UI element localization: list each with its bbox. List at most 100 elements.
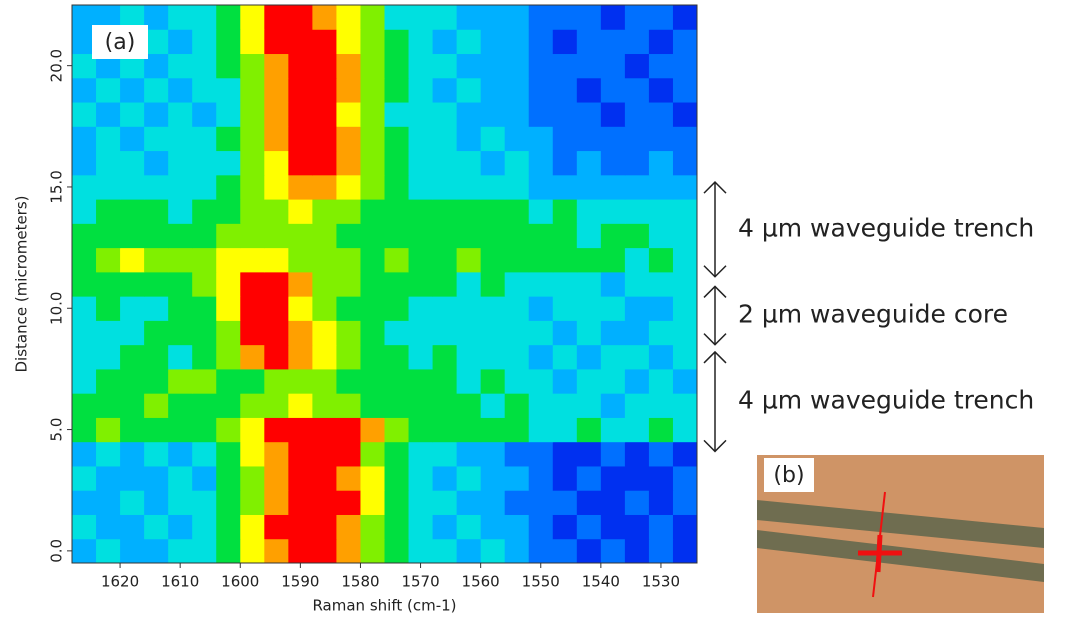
heatmap-cell (288, 29, 313, 55)
heatmap-cell (432, 441, 458, 467)
heatmap-cell (504, 320, 530, 346)
heatmap-cell (96, 320, 121, 346)
heatmap-cell (576, 102, 602, 127)
heatmap-cell (600, 174, 626, 200)
heatmap-cell (528, 538, 554, 564)
heatmap-cell (552, 5, 578, 30)
heatmap-cell (360, 344, 385, 370)
heatmap-cell (600, 223, 626, 249)
heatmap-cell (408, 126, 434, 152)
x-tick-label: 1560 (462, 573, 500, 591)
heatmap-cell (456, 368, 482, 394)
heatmap-cell (72, 223, 97, 249)
heatmap-cell (648, 368, 674, 394)
heatmap-cell (672, 102, 698, 127)
heatmap-cell (240, 320, 265, 346)
heatmap-cell (192, 150, 217, 176)
heatmap-cell (168, 126, 193, 152)
heatmap-cell (192, 271, 217, 297)
heatmap-cell (360, 465, 385, 491)
heatmap-cell (408, 368, 434, 394)
heatmap-cell (624, 126, 650, 152)
annotation: 2 µm waveguide core (738, 300, 1008, 329)
heatmap-cell (168, 150, 193, 176)
heatmap-cell (312, 368, 337, 394)
heatmap-cell (600, 247, 626, 273)
heatmap-cell (384, 199, 410, 224)
heatmap-cell (480, 174, 506, 200)
heatmap-cell (600, 296, 626, 321)
heatmap-cell (360, 271, 385, 297)
plot: 1620 1610 1600 1590 1580 1570 1560 1550 1540 1530… (13, 4, 1034, 615)
heatmap-cell (624, 247, 650, 273)
heatmap-cell (552, 150, 578, 176)
heatmap-cell (408, 514, 434, 540)
heatmap-cell (552, 223, 578, 249)
heatmap-cell (288, 53, 313, 79)
heatmap-cell (264, 150, 289, 176)
heatmap-cell (312, 417, 337, 443)
heatmap-cell (480, 538, 506, 564)
heatmap-cell (336, 77, 361, 103)
heatmap-cell (528, 393, 554, 418)
heatmap-cell (144, 538, 169, 564)
heatmap-cell (528, 465, 554, 491)
heatmap-cell (672, 247, 698, 273)
heatmap-cell (624, 271, 650, 297)
heatmap-cell (144, 126, 169, 152)
heatmap-cell (624, 77, 650, 103)
heatmap-cell (672, 174, 698, 200)
heatmap-cell (168, 393, 193, 418)
heatmap-cell (576, 247, 602, 273)
heatmap-cell (600, 344, 626, 370)
heatmap-cell (624, 368, 650, 394)
heatmap-cell (240, 199, 265, 224)
heatmap-cell (360, 126, 385, 152)
heatmap-cell (360, 174, 385, 200)
heatmap-cell (456, 29, 482, 55)
heatmap-cell (264, 490, 289, 515)
heatmap-cell (288, 417, 313, 443)
heatmap-cell (456, 538, 482, 564)
heatmap-cell (120, 417, 145, 443)
heatmap-cell (384, 490, 410, 515)
heatmap-cell (552, 53, 578, 79)
heatmap-cell (240, 150, 265, 176)
heatmap-cell (384, 174, 410, 200)
heatmap-cell (624, 417, 650, 443)
y-axis-label: Distance (micrometers) (13, 195, 31, 372)
heatmap-cell (288, 174, 313, 200)
heatmap-cell (312, 514, 337, 540)
heatmap-cell (648, 223, 674, 249)
heatmap-cell (528, 77, 554, 103)
heatmap-cell (408, 465, 434, 491)
heatmap-cell (360, 53, 385, 79)
heatmap-cell (384, 223, 410, 249)
heatmap-cell (96, 271, 121, 297)
heatmap-cell (504, 150, 530, 176)
heatmap-cell (600, 441, 626, 467)
heatmap-cell (192, 393, 217, 418)
heatmap-cell (216, 490, 241, 515)
heatmap-cell (384, 150, 410, 176)
heatmap-cell (600, 5, 626, 30)
heatmap-cell (408, 247, 434, 273)
heatmap-cell (384, 538, 410, 564)
heatmap-cell (528, 126, 554, 152)
heatmap-cell (384, 368, 410, 394)
heatmap-cell (288, 368, 313, 394)
heatmap-cell (360, 150, 385, 176)
heatmap-cell (168, 490, 193, 515)
heatmap-cell (264, 514, 289, 540)
heatmap-cell (240, 247, 265, 273)
heatmap-cell (648, 29, 674, 55)
heatmap-cell (552, 102, 578, 127)
y-tick-label: 20.0 (48, 49, 66, 82)
heatmap-cell (168, 29, 193, 55)
heatmap-cell (408, 441, 434, 467)
heatmap-cell (168, 53, 193, 79)
heatmap-cell (240, 223, 265, 249)
heatmap-cell (576, 514, 602, 540)
heatmap-cell (192, 77, 217, 103)
heatmap-cell (336, 53, 361, 79)
